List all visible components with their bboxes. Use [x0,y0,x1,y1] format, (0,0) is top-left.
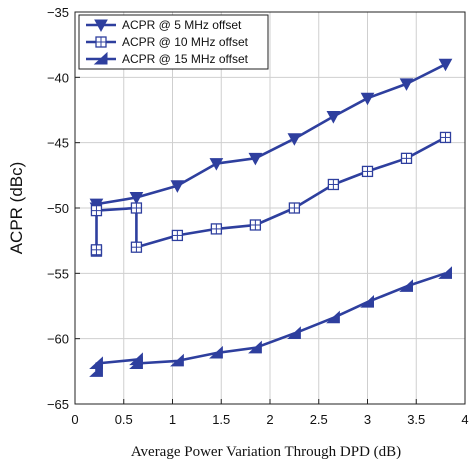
y-tick-label: −65 [47,397,69,412]
x-tick-label: 3 [364,412,371,427]
y-tick-label: −55 [47,266,69,281]
x-tick-label: 0 [71,412,78,427]
data-point [248,340,262,354]
data-point [129,356,143,369]
data-point [89,356,103,369]
plot-frame [74,11,466,405]
series-1 [89,58,453,216]
legend-swatch-marker [93,51,108,65]
legend-items: ACPR @ 5 MHz offset ACPR @ 10 MHz offset A… [86,18,249,66]
series-line [95,63,447,208]
data-point [210,223,223,235]
x-tick-label: 2 [266,412,273,427]
data-point [90,204,103,217]
x-tick-label: 1.5 [212,412,230,427]
data-point [326,310,340,324]
grid [74,11,466,405]
y-axis-title: ACPR (dBc) [7,162,26,255]
series-line [95,272,446,372]
legend-label: ACPR @ 10 MHz offset [122,35,249,49]
data-point [130,202,143,214]
legend-entry: ACPR @ 15 MHz offset [86,51,249,66]
data-point [400,152,413,164]
x-tick-label: 2.5 [310,412,328,427]
legend-swatch-marker [94,19,108,33]
data-point [288,202,301,214]
data-point [248,152,263,166]
data-point [170,180,185,193]
legend: ACPR @ 5 MHz offset ACPR @ 10 MHz offset A… [78,14,269,70]
x-tick-label: 4 [461,412,468,427]
series-3 [89,266,452,377]
data-point [90,244,103,256]
data-point [170,353,184,367]
series-layer [89,58,453,377]
legend-swatch-marker [95,36,107,48]
data-point [361,165,374,178]
x-tick-label: 1 [169,412,176,427]
data-point [209,158,224,171]
legend-label: ACPR @ 15 MHz offset [122,52,249,66]
data-point [89,364,103,377]
data-point [171,229,184,242]
data-point [438,58,453,72]
legend-entry: ACPR @ 10 MHz offset [86,35,249,49]
series-2 [90,131,452,257]
data-point [327,178,340,191]
data-point [129,192,144,205]
data-point [438,266,452,279]
x-tick-label: 3.5 [407,412,425,427]
legend-entry: ACPR @ 5 MHz offset [86,18,242,33]
y-tick-label: −35 [47,5,69,20]
data-point [360,92,375,106]
data-point [360,294,374,308]
data-point [399,279,413,292]
x-axis-title: Average Power Variation Through DPD (dB) [131,444,401,460]
data-point [89,198,104,212]
data-point [439,131,452,144]
data-point [287,326,301,339]
data-point [130,241,143,253]
y-tick-label: −50 [47,201,69,216]
data-point [287,133,302,146]
y-tick-label: −45 [47,136,69,151]
data-point [326,111,341,124]
x-tick-label: 0.5 [115,412,133,427]
legend-label: ACPR @ 5 MHz offset [122,18,242,32]
y-tick-label: −40 [47,70,69,85]
tick-labels: 0 0.5 1 1.5 2 2.5 3 3.5 4 −35 −40 −45 −50 −55 −60 −65 [47,5,469,427]
data-point [209,345,223,359]
data-point [399,78,414,91]
y-tick-label: −60 [47,332,69,347]
data-point [249,219,262,231]
